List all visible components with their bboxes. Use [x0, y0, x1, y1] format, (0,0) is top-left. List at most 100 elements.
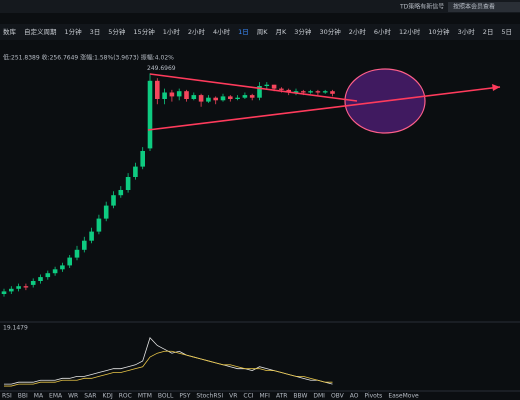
indicator-tab[interactable]: MFI: [260, 393, 271, 400]
timeframe-button[interactable]: 30分钟: [319, 27, 341, 36]
candle-body: [293, 91, 299, 93]
candle-body: [96, 218, 102, 232]
candle-body: [169, 92, 175, 97]
timeframe-button[interactable]: 12小时: [399, 27, 421, 36]
candle-body: [264, 84, 270, 86]
candle-body: [191, 95, 197, 99]
indicator-tab[interactable]: Pivots: [364, 393, 382, 400]
indicator-tab[interactable]: StochRSI: [196, 393, 223, 400]
timeframe-button[interactable]: 1分钟: [65, 27, 83, 36]
timeframe-button[interactable]: 数库: [3, 27, 17, 36]
indicator-tab[interactable]: BBW: [293, 393, 307, 400]
candle-body: [9, 288, 14, 292]
candle-body: [162, 92, 167, 99]
candle-body: [322, 91, 328, 93]
candle-body: [74, 249, 80, 258]
timeframe-button[interactable]: 5分钟: [108, 27, 126, 36]
candle-body: [89, 231, 94, 241]
indicator-tab[interactable]: AO: [350, 393, 359, 400]
candle-body: [286, 89, 291, 93]
info-line: 低:251.8389 收:256.7649 涨幅:1.58%(3.9673) 振…: [3, 54, 174, 62]
timeframe-button[interactable]: 月K: [276, 28, 288, 36]
candle-body: [67, 257, 72, 266]
candle-body: [1, 291, 7, 294]
timeframe-button[interactable]: 1小时: [163, 27, 181, 36]
candle-body: [213, 97, 218, 101]
candle-body: [133, 166, 138, 177]
indicator-tab[interactable]: SAR: [84, 393, 96, 400]
indicator-tab[interactable]: DMI: [313, 393, 325, 400]
timeframe-button[interactable]: 4小时: [213, 27, 231, 36]
candle-body: [30, 281, 36, 285]
candle-body: [249, 95, 255, 98]
candle-body: [82, 240, 87, 250]
trend-line-upper: [149, 73, 358, 102]
candle-body: [38, 277, 43, 281]
candle-body: [155, 80, 160, 99]
candle-body: [206, 97, 211, 102]
candle-body: [220, 96, 226, 101]
arrow-head: [492, 84, 500, 91]
indicator-tab[interactable]: MTM: [138, 393, 152, 400]
timeframe-button[interactable]: 自定义周期: [24, 27, 57, 36]
indicator-line: [4, 350, 333, 387]
candle-body: [147, 80, 153, 149]
toolbar: [0, 24, 520, 40]
indicator-tab[interactable]: KDJ: [102, 393, 113, 400]
candle-body: [140, 151, 145, 167]
indicator-tab[interactable]: EaseMove: [388, 393, 419, 400]
timeframe-button[interactable]: 1日: [238, 28, 249, 36]
candle-body: [125, 177, 131, 190]
indicator-tab[interactable]: EMA: [49, 393, 63, 400]
timeframe-button[interactable]: 3日: [90, 28, 101, 36]
candle-body: [279, 88, 284, 90]
candle-body: [330, 91, 335, 94]
candle-body: [111, 195, 116, 206]
timeframe-button[interactable]: 3分钟: [294, 27, 312, 36]
candle-body: [118, 190, 124, 196]
timeframe-button[interactable]: 周K: [257, 28, 269, 36]
candle-body: [45, 273, 51, 278]
indicator-tab[interactable]: MA: [34, 393, 44, 400]
candle-body: [23, 286, 29, 288]
candle-body: [176, 91, 182, 97]
timeframe-button[interactable]: 10分钟: [428, 27, 450, 36]
timeframe-button[interactable]: 2小时: [188, 27, 206, 36]
indicator-tab[interactable]: VR: [229, 393, 237, 400]
timeframe-button[interactable]: 3小时: [458, 27, 476, 36]
timeframe-button[interactable]: 2小时: [349, 27, 367, 36]
login[interactable]: 按照本会员查看: [453, 3, 495, 11]
timeframe-button[interactable]: 5日: [501, 28, 512, 36]
indicator-tab[interactable]: CCI: [243, 393, 253, 400]
candle-body: [198, 95, 204, 102]
candle-body: [184, 91, 189, 99]
candle-body: [235, 97, 240, 99]
candle-body: [16, 286, 21, 289]
indicator-tab[interactable]: WR: [68, 393, 78, 400]
candle-body: [52, 269, 58, 274]
candle-body: [315, 91, 321, 93]
indicator-tab[interactable]: ATR: [276, 393, 287, 400]
indicator-tab[interactable]: BBI: [18, 393, 28, 400]
indicator-tab[interactable]: RSI: [2, 393, 12, 400]
candle-body: [301, 91, 306, 93]
timeframe-button[interactable]: 2日: [483, 28, 494, 36]
indicator-tab[interactable]: OBV: [331, 393, 345, 400]
candle-body: [228, 96, 233, 99]
notice[interactable]: TD策略有新信号: [399, 3, 444, 11]
top-bar: [0, 0, 520, 13]
indicator-tab[interactable]: PSY: [179, 393, 190, 400]
indicator-tab[interactable]: BOLL: [158, 393, 174, 400]
candle-body: [103, 205, 109, 219]
trend-line-lower: [147, 86, 501, 131]
candle-body: [271, 84, 277, 89]
candle-body: [257, 86, 262, 98]
candle-body: [60, 265, 65, 270]
login-box[interactable]: [448, 2, 520, 12]
timeframe-button[interactable]: 15分钟: [133, 27, 155, 36]
candle-body: [242, 95, 248, 98]
indicator-tab[interactable]: ROC: [119, 393, 132, 400]
timeframe-button[interactable]: 6小时: [374, 27, 392, 36]
